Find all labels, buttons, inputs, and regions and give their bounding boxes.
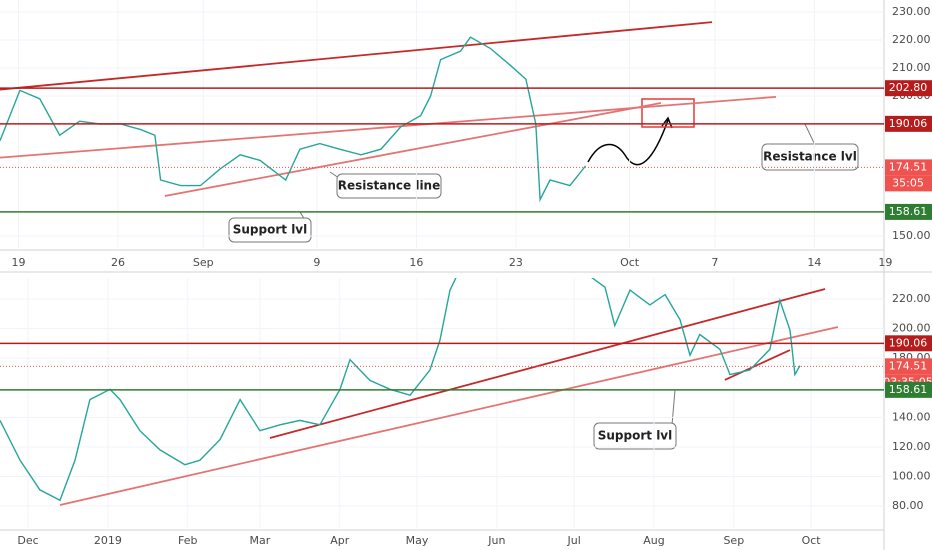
- price-tag: [885, 203, 932, 220]
- trend-line: [0, 95, 777, 159]
- price-tag-label: 190.06: [889, 117, 928, 130]
- annotation: Support lvl: [233, 223, 308, 237]
- plot: [0, 278, 884, 530]
- price-tag-label: 174.51: [889, 359, 928, 372]
- x-tick-label: Apr: [330, 534, 350, 547]
- price-tag: [885, 115, 932, 132]
- countdown-tag: [885, 175, 932, 192]
- price-tag-label: 202.80: [889, 81, 928, 94]
- price-tag-label: 174.51: [889, 160, 928, 173]
- plot: [0, 0, 884, 250]
- y-tick-label: 100.00: [892, 470, 931, 483]
- trend-line: [59, 326, 839, 506]
- y-tick-label: 200.00: [892, 322, 931, 335]
- arrow: [587, 119, 669, 166]
- trend-line: [164, 102, 662, 197]
- x-tick-label: 14: [807, 256, 821, 269]
- annotation-box: [761, 143, 859, 171]
- x-tick-label: May: [406, 534, 429, 547]
- annotation-box: [593, 422, 677, 450]
- trend-line: [0, 21, 713, 91]
- countdown-label: 35:05: [892, 176, 924, 189]
- x-tick-label: Mar: [250, 534, 271, 547]
- x-tick-label: 23: [509, 256, 523, 269]
- price-tag: [885, 381, 932, 398]
- y-tick-label: 220.00: [892, 33, 931, 46]
- x-tick-label: 26: [111, 256, 125, 269]
- y-tick-label: 230.00: [892, 5, 931, 18]
- annotation: Support lvl: [598, 429, 673, 443]
- x-tick-label: Aug: [643, 534, 664, 547]
- x-tick-label: 19: [11, 256, 25, 269]
- x-tick-label: 16: [409, 256, 423, 269]
- price-tag: [885, 358, 932, 375]
- y-tick-label: 210.00: [892, 61, 931, 74]
- annotation-box: [336, 173, 442, 199]
- y-tick-label: 150.00: [892, 229, 931, 242]
- x-tick-label: Oct: [620, 256, 640, 269]
- x-tick-label: Jun: [487, 534, 505, 547]
- x-tick-label: Dec: [17, 534, 38, 547]
- x-tick-label: Jul: [566, 534, 580, 547]
- price-tag-label: 190.06: [889, 336, 928, 349]
- x-tick-label: Sep: [193, 256, 214, 269]
- y-tick-label: 220.00: [892, 292, 931, 305]
- x-tick-label: 19: [878, 256, 892, 269]
- y-tick-label: 80.00: [892, 499, 924, 512]
- y-tick-label: 120.00: [892, 440, 931, 453]
- y-tick-label: 140.00: [892, 410, 931, 423]
- target-box: [641, 98, 695, 128]
- x-tick-label: Sep: [723, 534, 744, 547]
- price-tag: [885, 159, 932, 176]
- trend-line: [269, 288, 826, 439]
- price-tag-label: 158.61: [889, 205, 928, 218]
- x-tick-label: 2019: [94, 534, 122, 547]
- callout-pointer: [804, 123, 816, 146]
- x-tick-label: 7: [711, 256, 718, 269]
- x-tick-label: 9: [313, 256, 320, 269]
- trend-line: [724, 349, 791, 381]
- annotation: Resistance lvl: [763, 150, 857, 164]
- price-tag-label: 158.61: [889, 383, 928, 396]
- annotation: Resistance line: [338, 179, 441, 193]
- callout-pointer: [671, 389, 676, 426]
- price-line: [0, 278, 801, 502]
- price-tag: [885, 335, 932, 352]
- x-tick-label: Feb: [178, 534, 197, 547]
- price-tag: [885, 80, 932, 97]
- x-tick-label: Oct: [802, 534, 822, 547]
